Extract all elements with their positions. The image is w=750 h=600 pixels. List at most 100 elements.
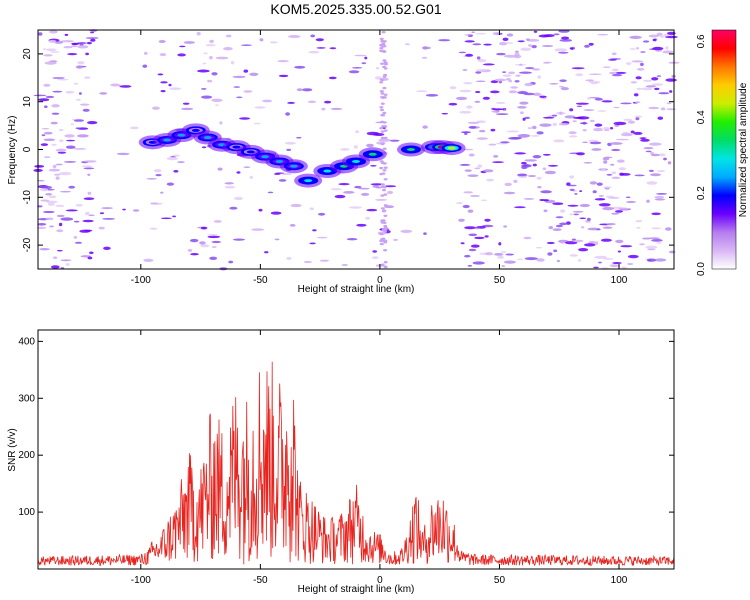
noise-speck [41, 134, 46, 137]
noise-speck [474, 227, 480, 230]
noise-speck [560, 87, 569, 91]
noise-speck [330, 188, 342, 191]
noise-speck [99, 212, 105, 215]
noise-speck [211, 246, 217, 248]
noise-speck [49, 225, 54, 228]
noise-speck [585, 79, 595, 82]
noise-speck [383, 96, 387, 99]
noise-speck [570, 47, 574, 50]
noise-speck [597, 110, 607, 112]
noise-speck [639, 243, 645, 246]
noise-speck [236, 171, 241, 174]
noise-speck [40, 199, 50, 202]
noise-speck [43, 211, 55, 213]
noise-speck [543, 199, 549, 202]
noise-speck [635, 117, 640, 121]
noise-speck [40, 143, 49, 147]
noise-speck [321, 107, 326, 111]
noise-speck [623, 118, 633, 122]
noise-speck [517, 134, 530, 138]
noise-speck [658, 92, 670, 95]
noise-speck [166, 182, 174, 186]
noise-speck [37, 223, 47, 226]
noise-speck [84, 160, 97, 163]
colorbar-ticks: 0.0 0.2 0.4 0.6 [696, 34, 707, 276]
noise-speck [361, 62, 367, 65]
noise-speck [64, 134, 75, 138]
noise-speck [475, 80, 486, 83]
noise-speck [207, 79, 213, 83]
noise-speck [389, 139, 400, 142]
noise-speck [601, 100, 613, 103]
noise-speck [215, 56, 229, 60]
noise-speck [379, 242, 384, 246]
noise-speck [258, 208, 263, 212]
noise-speck [253, 122, 261, 125]
noise-speck [622, 131, 629, 134]
noise-speck [650, 173, 661, 177]
noise-speck [634, 174, 645, 177]
noise-speck [179, 45, 186, 48]
noise-speck [502, 37, 509, 41]
noise-speck [270, 211, 282, 215]
noise-speck [594, 198, 606, 201]
noise-speck [382, 169, 387, 172]
noise-speck [546, 241, 555, 245]
snr-y-ticks: 100 200 300 400 [18, 336, 674, 518]
noise-speck [236, 96, 243, 99]
noise-speck [380, 142, 385, 146]
noise-speck [58, 128, 64, 132]
noise-speck [290, 203, 302, 208]
ridge-core [246, 150, 255, 154]
noise-speck [620, 102, 632, 105]
noise-speck [658, 153, 666, 157]
noise-speck [572, 210, 584, 213]
noise-speck [468, 153, 475, 157]
noise-speck [65, 209, 78, 212]
noise-speck [309, 207, 314, 211]
noise-speck [110, 83, 121, 87]
noise-speck [233, 86, 241, 88]
noise-speck [589, 141, 602, 145]
noise-speck [224, 185, 236, 189]
noise-speck [651, 239, 663, 242]
noise-speck [173, 170, 179, 173]
noise-speck [73, 119, 84, 122]
noise-speck [200, 244, 210, 248]
noise-speck [53, 173, 61, 176]
noise-speck [602, 206, 614, 211]
noise-speck [631, 60, 644, 63]
noise-speck [382, 59, 387, 62]
noise-speck [383, 214, 388, 217]
noise-speck [381, 219, 386, 222]
noise-speck [616, 159, 625, 163]
noise-speck [517, 106, 527, 109]
ridge-core [261, 155, 270, 159]
noise-speck [381, 237, 386, 240]
noise-speck [589, 119, 595, 123]
noise-speck [38, 98, 50, 102]
noise-speck [648, 34, 659, 38]
noise-speck [459, 163, 471, 166]
snr-series-line [37, 361, 675, 567]
noise-speck [528, 44, 533, 47]
noise-speck [383, 193, 388, 196]
noise-speck [603, 160, 608, 164]
noise-speck [555, 216, 564, 219]
noise-speck [517, 40, 525, 43]
noise-speck [579, 190, 583, 193]
noise-speck [611, 68, 619, 72]
noise-speck [625, 62, 632, 65]
noise-speck [150, 202, 163, 205]
noise-speck [559, 79, 567, 82]
noise-speck [51, 143, 57, 146]
noise-speck [467, 264, 473, 267]
noise-speck [310, 34, 316, 38]
noise-speck [172, 215, 177, 218]
noise-speck [116, 152, 130, 156]
noise-speck [90, 31, 95, 34]
noise-speck [654, 195, 665, 199]
noise-speck [209, 39, 215, 44]
noise-speck [569, 254, 578, 257]
y-tick-label: 100 [18, 507, 35, 518]
